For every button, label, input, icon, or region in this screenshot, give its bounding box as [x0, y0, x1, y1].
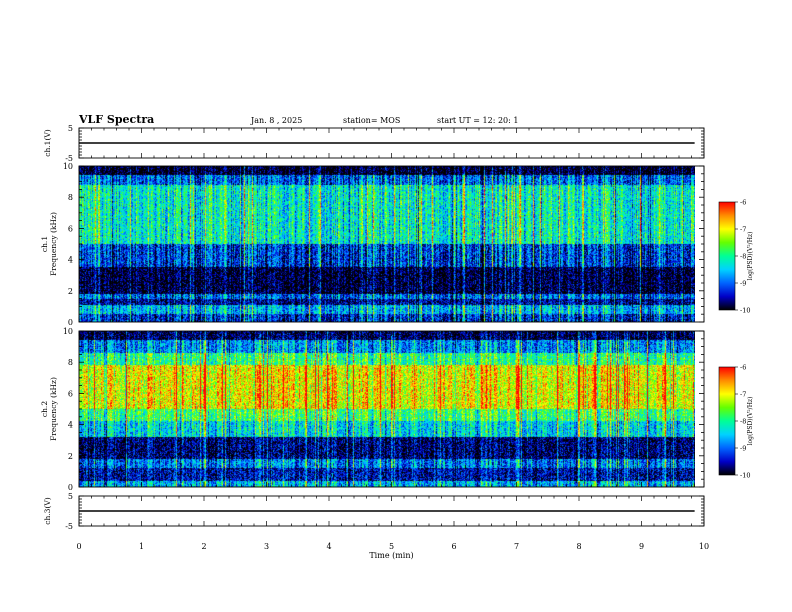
- y-tick-label: 10: [63, 327, 73, 336]
- date-label: Jan. 8 , 2025: [250, 116, 302, 125]
- colorbar-tick-label: -8: [740, 418, 746, 426]
- figure-title: VLF Spectra: [78, 113, 154, 126]
- colorbar-tick-label: -8: [740, 253, 746, 261]
- y-axis-label: ch.1: [40, 236, 49, 252]
- y-tick-label: 0: [68, 483, 73, 492]
- x-tick-label: 0: [76, 542, 81, 551]
- y-tick-label: 8: [68, 358, 73, 367]
- x-tick-label: 10: [699, 542, 709, 551]
- colorbar-tick-label: -6: [740, 364, 746, 372]
- y-axis-label: ch.1(V): [43, 129, 52, 157]
- y-tick-label: 6: [68, 389, 73, 398]
- x-tick-label: 4: [326, 542, 331, 551]
- ch2-spectrogram-panel: -6 -7 -8 -9 -10 log(PSD)(V²/Hz) 0 2 4 6 8 10 ch.2 Fre…: [40, 327, 754, 492]
- x-tick-label: 6: [451, 542, 456, 551]
- x-tick-label: 8: [576, 542, 581, 551]
- x-tick-label: 3: [264, 542, 269, 551]
- colorbar-tick-label: -10: [740, 307, 750, 315]
- colorbar-tick-label: -7: [740, 226, 746, 234]
- colorbar-label: log(PSD)(V²/Hz): [747, 397, 754, 446]
- colorbar-tick-label: -7: [740, 391, 746, 399]
- ch2-spectrogram-image: [79, 331, 695, 487]
- x-tick-label: 1: [139, 542, 144, 551]
- y-tick-label: -5: [65, 522, 73, 531]
- x-axis-label: Time (min): [369, 551, 413, 560]
- ch1-spectrogram-image: [79, 166, 695, 322]
- colorbar-tick-label: -6: [740, 199, 746, 207]
- y-tick-label: 8: [68, 193, 73, 202]
- ch1-voltage-panel: 5 -5 ch.1(V): [43, 124, 705, 163]
- x-tick-label: 9: [639, 542, 644, 551]
- y-axis-label: ch.2: [40, 401, 49, 417]
- y-tick-label: 5: [68, 124, 73, 133]
- y-tick-label: -5: [65, 154, 73, 163]
- y-tick-label: 2: [68, 287, 73, 296]
- ch2-colorbar: [718, 366, 736, 476]
- y-tick-label: 4: [68, 421, 73, 430]
- station-label: station= MOS: [343, 116, 400, 125]
- colorbar-tick-label: -9: [740, 280, 746, 288]
- x-tick-label: 2: [201, 542, 206, 551]
- ch1-spectrogram-panel: -6 -7 -8 -9 -10 log(PSD)(V²/Hz) 0 2 4 6 8 10 ch.1 Fre…: [40, 162, 754, 327]
- ch3-voltage-panel: 5 -5 ch.3(V): [43, 492, 705, 531]
- colorbar-tick-label: -9: [740, 445, 746, 453]
- y-tick-label: 10: [63, 162, 73, 171]
- y-tick-label: 6: [68, 224, 73, 233]
- ch1-colorbar: [718, 201, 736, 311]
- y-axis-label: Frequency (kHz): [49, 212, 58, 276]
- y-axis-label: ch.3(V): [43, 497, 52, 525]
- x-tick-label: 7: [514, 542, 519, 551]
- colorbar-label: log(PSD)(V²/Hz): [747, 232, 754, 281]
- y-tick-label: 4: [68, 256, 73, 265]
- y-axis-label: Frequency (kHz): [49, 377, 58, 441]
- x-tick-label: 5: [389, 542, 394, 551]
- time-axis: 0 1 2 3 4 5 6 7 8 9 10 Time (min): [76, 542, 709, 560]
- y-tick-label: 2: [68, 452, 73, 461]
- start-time-label: start UT = 12: 20: 1: [437, 116, 518, 125]
- colorbar-tick-label: -10: [740, 472, 750, 480]
- y-tick-label: 5: [68, 492, 73, 501]
- y-tick-label: 0: [68, 318, 73, 327]
